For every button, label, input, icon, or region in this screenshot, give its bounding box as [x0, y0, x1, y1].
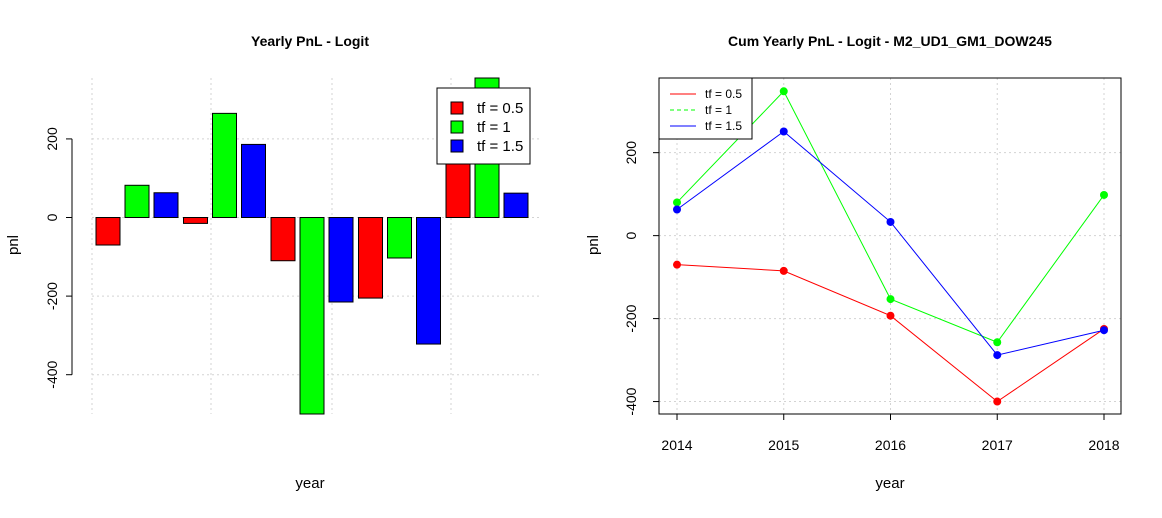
right-legend-label: tf = 1: [705, 103, 732, 117]
left-bar: [387, 217, 412, 259]
right-x-tick-label: 2014: [661, 437, 692, 453]
right-axes: -400 -200 0 200 2014 2015 2016 2017 2018: [623, 141, 1120, 453]
right-x-tick-label: 2017: [982, 437, 1013, 453]
left-legend-swatch: [450, 120, 464, 134]
right-series-point: [993, 397, 1002, 406]
left-bar: [95, 217, 121, 246]
right-legend-label: tf = 1.5: [705, 119, 742, 133]
left-bar: [270, 217, 296, 262]
left-y-axis: -400 -200 0 200: [44, 127, 73, 389]
left-chart-title: Yearly PnL - Logit: [251, 33, 369, 49]
right-series-point: [673, 205, 681, 214]
right-series-point: [993, 351, 1002, 360]
left-bar: [212, 112, 237, 219]
right-series-point: [1100, 190, 1108, 199]
right-legend: tf = 0.5 tf = 1 tf = 1.5: [658, 77, 753, 140]
right-series-point: [673, 260, 681, 269]
right-series-point: [779, 87, 788, 96]
right-series-point: [673, 198, 681, 207]
line-chart-cum-pnl: Cum Yearly PnL - Logit - M2_UD1_GM1_DOW2…: [585, 33, 1122, 492]
right-y-axis-label: pnl: [585, 235, 602, 255]
bar-chart-yearly-pnl: Yearly PnL - Logit year pnl -400 -200 0 200…: [5, 33, 540, 492]
left-bar: [299, 217, 325, 415]
right-y-tick-label: -400: [623, 387, 639, 415]
left-bar: [503, 192, 529, 219]
right-x-tick-label: 2018: [1088, 437, 1119, 453]
right-x-tick-label: 2015: [768, 437, 799, 453]
left-x-axis-label: year: [295, 475, 324, 492]
left-legend-swatch: [450, 139, 464, 153]
right-series-point: [1100, 326, 1108, 335]
right-x-tick-label: 2016: [875, 437, 906, 453]
right-chart-title: Cum Yearly PnL - Logit - M2_UD1_GM1_DOW2…: [728, 33, 1052, 49]
right-series-point: [779, 127, 788, 136]
left-y-tick-label: -400: [44, 360, 60, 388]
left-bar: [183, 217, 208, 224]
right-y-tick-label: -200: [623, 304, 639, 332]
left-legend-label: tf = 1: [477, 119, 511, 136]
left-bar: [241, 143, 266, 219]
right-series-point: [779, 266, 788, 275]
right-x-axis-label: year: [875, 475, 904, 492]
right-legend-box: [658, 77, 753, 140]
left-bar: [416, 217, 441, 345]
left-legend-label: tf = 1.5: [477, 138, 523, 155]
left-legend-label: tf = 0.5: [477, 100, 523, 117]
left-bar: [358, 217, 383, 299]
right-series-point: [993, 338, 1002, 347]
right-legend-label: tf = 0.5: [705, 87, 742, 101]
right-series-point: [886, 217, 895, 226]
left-y-tick-label: 200: [44, 127, 60, 151]
left-y-tick-label: -200: [44, 282, 60, 310]
right-y-tick-label: 200: [623, 141, 639, 165]
left-bar: [124, 184, 150, 219]
left-legend-swatch: [450, 101, 464, 115]
left-y-axis-label: pnl: [5, 235, 22, 255]
right-series-point: [886, 295, 895, 304]
left-y-tick-label: 0: [44, 213, 60, 221]
left-legend: tf = 0.5 tf = 1 tf = 1.5: [436, 87, 531, 165]
right-series-point: [886, 311, 895, 320]
right-y-tick-label: 0: [623, 232, 639, 240]
left-bars: [95, 77, 529, 415]
left-bar: [328, 217, 354, 303]
left-bar: [153, 192, 179, 219]
